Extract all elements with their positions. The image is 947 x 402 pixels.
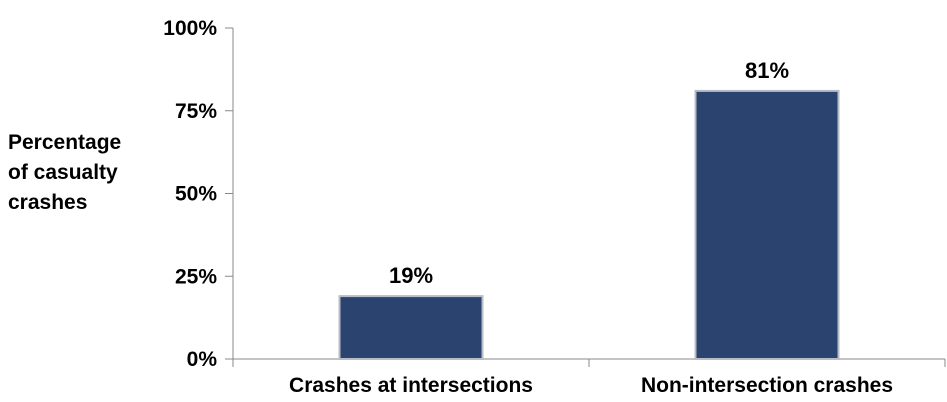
y-tick-label: 0% [187,348,218,371]
y-tick-label: 50% [175,183,217,206]
x-category-label: Non-intersection crashes [641,374,893,397]
y-tick-label: 100% [163,17,217,40]
y-axis-label-line-3: crashes [8,191,88,214]
x-category-label: Crashes at intersections [289,374,533,397]
data-label: 19% [389,263,433,288]
y-axis-label-line-1: Percentage [8,131,122,154]
bar-1 [338,295,484,360]
y-axis-label-line-2: of casualty [8,161,118,184]
data-label: 81% [745,58,789,83]
y-tick-label: 75% [175,100,217,123]
bar-2 [694,89,840,360]
y-tick-label: 25% [175,265,217,288]
